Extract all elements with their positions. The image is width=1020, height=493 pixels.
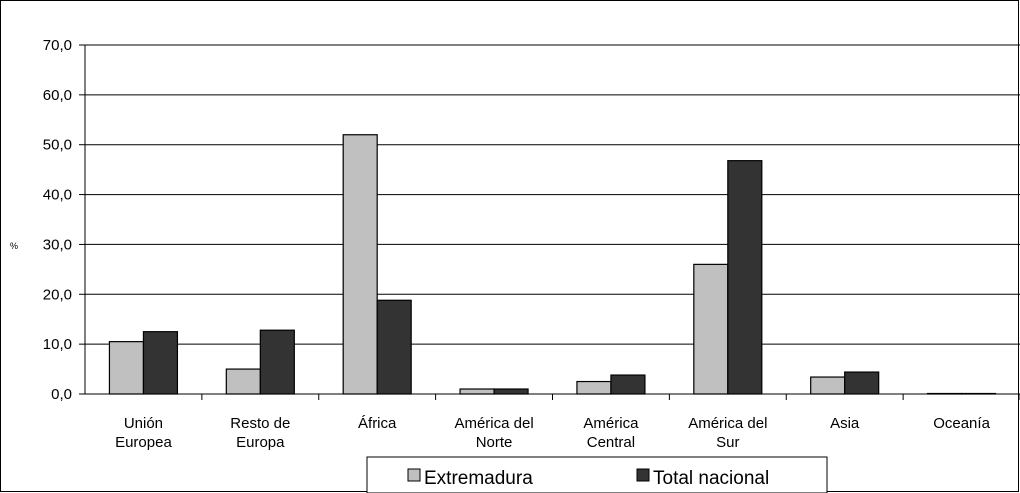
bar-extremadura (108, 341, 145, 395)
y-axis-ticks: 0,0 10,0 20,0 30,0 40,0 50,0 60,0 70,0 (43, 37, 85, 403)
y-tick-label: 30,0 (43, 236, 72, 253)
bar-extremadura (810, 376, 846, 395)
y-tick-label: 40,0 (43, 187, 72, 204)
x-category-label: Sur (716, 434, 739, 451)
y-tick-label: 10,0 (43, 336, 72, 353)
x-category-label: Oceanía (933, 415, 990, 432)
y-tick-label: 20,0 (43, 286, 72, 303)
x-category-label: América del (688, 415, 767, 432)
axes (84, 45, 1020, 400)
bar-total-nacional (376, 299, 412, 395)
bar-total-nacional (844, 371, 880, 395)
x-category-label: Europa (236, 434, 285, 451)
bar-total-nacional (493, 388, 529, 395)
x-category-label: América del (454, 415, 533, 432)
legend-swatch-extremadura (407, 468, 421, 482)
bar-total-nacional (610, 374, 646, 395)
bar-extremadura (693, 263, 729, 395)
gridlines (85, 44, 1020, 345)
legend-label-total-nacional: Total nacional (653, 468, 769, 489)
legend: Extremadura Total nacional (366, 456, 828, 493)
x-category-label: África (358, 415, 397, 432)
bar-extremadura (342, 134, 378, 395)
x-category-label: Central (587, 434, 635, 451)
bar-extremadura (459, 388, 495, 395)
bar-extremadura (576, 380, 612, 395)
y-axis-label: % (10, 241, 18, 251)
legend-label-extremadura: Extremadura (424, 468, 533, 489)
x-category-label: Europea (115, 434, 172, 451)
x-category-label: Unión (124, 415, 163, 432)
x-category-label: América (583, 415, 639, 432)
x-category-label: Asia (830, 415, 860, 432)
legend-swatch-total-nacional (636, 468, 650, 482)
bar-total-nacional (727, 160, 763, 395)
bars (108, 134, 997, 395)
bar-extremadura (225, 368, 261, 395)
y-tick-label: 70,0 (43, 37, 72, 54)
y-tick-label: 60,0 (43, 87, 72, 104)
legend-box (366, 456, 828, 493)
bar-total-nacional (259, 329, 295, 395)
y-tick-label: 50,0 (43, 137, 72, 154)
bar-total-nacional (142, 331, 179, 395)
y-tick-label: 0,0 (51, 386, 72, 403)
x-axis-categories: Unión Europea Resto de Europa África América … (115, 415, 990, 451)
x-category-label: Resto de (230, 415, 290, 432)
x-category-label: Norte (476, 434, 513, 451)
